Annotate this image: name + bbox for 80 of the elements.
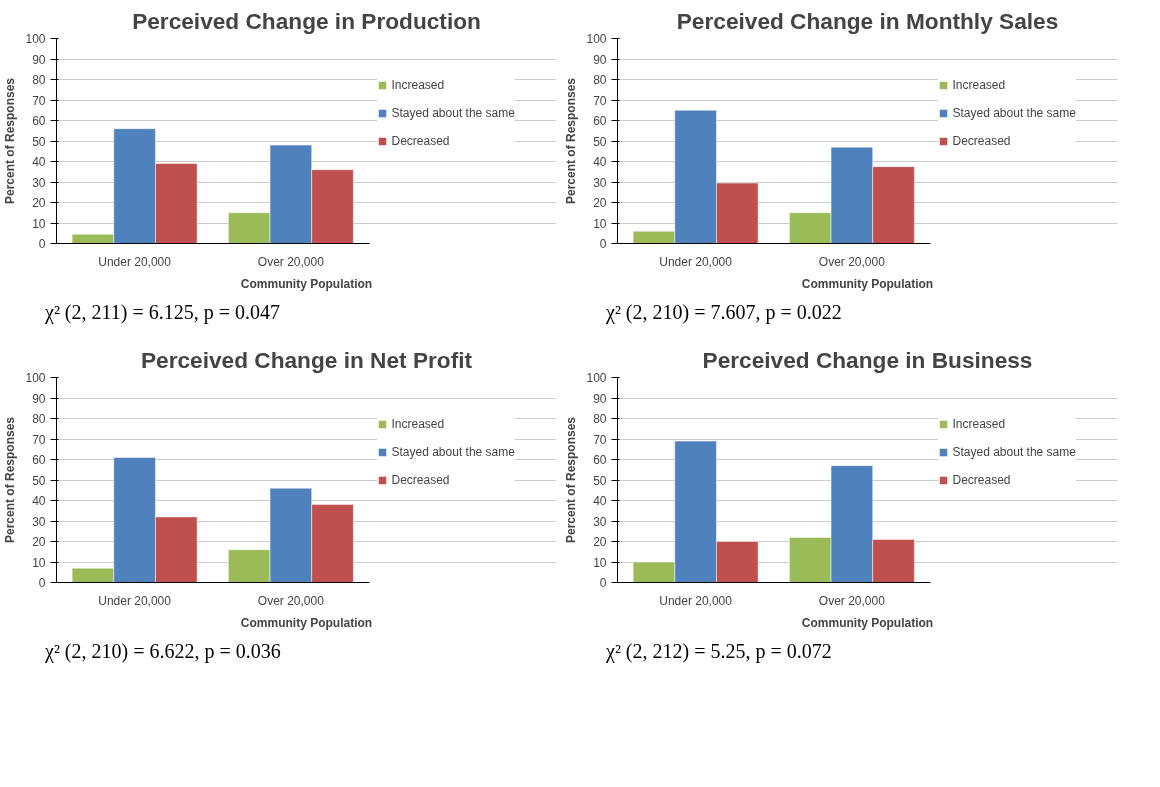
y-tick-label: 0 xyxy=(38,576,46,590)
y-tick-label: 0 xyxy=(599,576,607,590)
x-axis-title: Community Population xyxy=(240,276,373,291)
y-tick-label: 60 xyxy=(593,114,607,128)
y-tick-label: 80 xyxy=(32,412,46,426)
text: χ² (2, 210) = 7.607, p = 0.022 xyxy=(606,300,842,326)
y-axis-title: Percent of Responses xyxy=(564,416,579,544)
y-tick-label: 60 xyxy=(593,453,607,467)
y-tick-label: 80 xyxy=(593,412,607,426)
y-tick-label: 80 xyxy=(593,73,607,87)
legend-label: Increased xyxy=(391,78,445,92)
legend-label: Decreased xyxy=(952,134,1011,148)
y-tick-label: 20 xyxy=(593,535,607,549)
y-tick-label: 70 xyxy=(593,93,607,108)
chart-title: Perceived Change in Business xyxy=(702,346,1033,373)
y-tick-label: 10 xyxy=(32,555,46,570)
y-tick-label: 100 xyxy=(586,32,607,46)
x-axis-title: Community Population xyxy=(801,276,934,291)
y-tick-label: 70 xyxy=(32,93,46,108)
y-tick-label: 30 xyxy=(32,514,46,529)
y-tick-label: 40 xyxy=(32,494,46,508)
text: χ² (2, 211) = 6.125, p = 0.047 xyxy=(45,300,281,326)
legend-label: Decreased xyxy=(952,473,1011,487)
y-tick-label: 20 xyxy=(593,196,607,210)
y-tick-label: 100 xyxy=(25,371,46,385)
legend-label: Stayed about the same xyxy=(391,445,515,459)
y-tick-label: 80 xyxy=(32,73,46,87)
y-tick-label: 90 xyxy=(593,52,607,67)
x-axis-title: Community Population xyxy=(240,615,373,630)
x-tick-label: Under 20,000 xyxy=(98,593,172,608)
y-tick-label: 50 xyxy=(593,134,607,149)
y-axis-title: Percent of Responses xyxy=(3,77,18,205)
chart-title: Perceived Change in Production xyxy=(132,7,481,34)
x-axis-title: Community Population xyxy=(801,615,934,630)
y-tick-label: 60 xyxy=(32,114,46,128)
x-tick-label: Over 20,000 xyxy=(257,254,325,269)
y-axis-title: Percent of Responses xyxy=(3,416,18,544)
x-tick-label: Over 20,000 xyxy=(818,254,886,269)
y-tick-label: 40 xyxy=(593,155,607,169)
y-tick-label: 40 xyxy=(593,494,607,508)
y-tick-label: 20 xyxy=(32,535,46,549)
y-tick-label: 50 xyxy=(593,473,607,488)
x-tick-label: Over 20,000 xyxy=(257,593,325,608)
y-tick-label: 30 xyxy=(593,514,607,529)
text: χ² (2, 212) = 5.25, p = 0.072 xyxy=(606,639,832,665)
legend-label: Increased xyxy=(391,417,445,431)
y-tick-label: 40 xyxy=(32,155,46,169)
y-tick-label: 0 xyxy=(599,237,607,251)
y-axis-title: Percent of Responses xyxy=(564,77,579,205)
y-tick-label: 30 xyxy=(593,175,607,190)
y-tick-label: 20 xyxy=(32,196,46,210)
legend-label: Increased xyxy=(952,78,1006,92)
y-tick-label: 100 xyxy=(586,371,607,385)
y-tick-label: 10 xyxy=(593,216,607,231)
text: χ² (2, 210) = 6.622, p = 0.036 xyxy=(45,639,281,665)
legend-label: Decreased xyxy=(391,473,450,487)
x-tick-label: Under 20,000 xyxy=(659,254,733,269)
y-tick-label: 10 xyxy=(593,555,607,570)
x-tick-label: Under 20,000 xyxy=(98,254,172,269)
legend-label: Stayed about the same xyxy=(952,106,1076,120)
y-tick-label: 50 xyxy=(32,134,46,149)
y-tick-label: 50 xyxy=(32,473,46,488)
chart-title: Perceived Change in Monthly Sales xyxy=(676,7,1059,34)
y-tick-label: 90 xyxy=(32,52,46,67)
legend-label: Increased xyxy=(952,417,1006,431)
y-tick-label: 90 xyxy=(593,391,607,406)
y-tick-label: 30 xyxy=(32,175,46,190)
legend-label: Stayed about the same xyxy=(391,106,515,120)
x-tick-label: Under 20,000 xyxy=(659,593,733,608)
y-tick-label: 100 xyxy=(25,32,46,46)
legend-label: Decreased xyxy=(391,134,450,148)
y-tick-label: 90 xyxy=(32,391,46,406)
y-tick-label: 10 xyxy=(32,216,46,231)
y-tick-label: 70 xyxy=(593,432,607,447)
legend-label: Stayed about the same xyxy=(952,445,1076,459)
y-tick-label: 60 xyxy=(32,453,46,467)
chart-title: Perceived Change in Net Profit xyxy=(140,346,473,373)
x-tick-label: Over 20,000 xyxy=(818,593,886,608)
y-tick-label: 0 xyxy=(38,237,46,251)
y-tick-label: 70 xyxy=(32,432,46,447)
